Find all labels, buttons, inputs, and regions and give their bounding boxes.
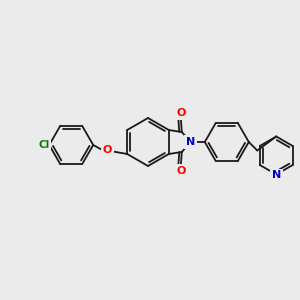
Text: N: N bbox=[186, 137, 195, 147]
Text: O: O bbox=[176, 108, 185, 118]
Text: O: O bbox=[103, 145, 112, 155]
Text: O: O bbox=[176, 166, 185, 176]
Text: N: N bbox=[272, 170, 281, 181]
Text: Cl: Cl bbox=[39, 140, 50, 150]
